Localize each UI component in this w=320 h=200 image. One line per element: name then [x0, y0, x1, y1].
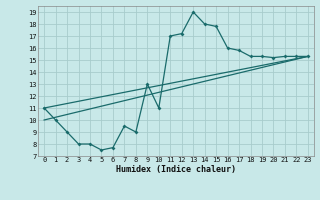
X-axis label: Humidex (Indice chaleur): Humidex (Indice chaleur)	[116, 165, 236, 174]
